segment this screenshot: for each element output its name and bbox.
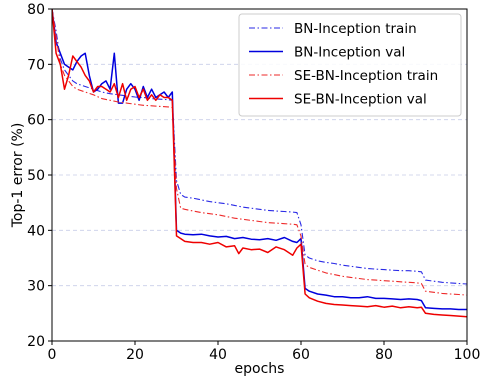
x-tick-label: 60 xyxy=(292,347,310,363)
x-tick-label: 80 xyxy=(375,347,393,363)
y-tick-label: 30 xyxy=(27,279,45,295)
x-tick-label: 40 xyxy=(209,347,227,363)
legend: BN-Inception train BN-Inception val SE-BN-… xyxy=(238,13,462,117)
y-tick-label: 60 xyxy=(27,113,45,129)
y-tick-label: 40 xyxy=(27,223,45,239)
x-axis-label: epochs xyxy=(235,361,285,377)
y-axis-label: Top-1 error (%) xyxy=(10,123,26,229)
x-tick-label: 20 xyxy=(126,347,144,363)
y-axis: 20 30 40 50 60 70 80 xyxy=(27,2,52,350)
legend-label: SE-BN-Inception train xyxy=(294,68,438,84)
series-lines xyxy=(52,9,467,318)
legend-box xyxy=(238,13,462,117)
y-tick-label: 70 xyxy=(27,57,45,73)
series-line-4 xyxy=(52,9,467,318)
series-line-1 xyxy=(52,9,467,285)
y-tick-label: 20 xyxy=(27,334,45,350)
x-tick-label: 0 xyxy=(48,347,57,363)
x-tick-label: 100 xyxy=(454,347,480,363)
y-tick-label: 80 xyxy=(27,2,45,18)
legend-label: BN-Inception val xyxy=(294,45,405,61)
legend-label: BN-Inception train xyxy=(294,21,417,37)
x-axis: 0 20 40 60 80 100 xyxy=(48,341,480,363)
y-tick-label: 50 xyxy=(27,168,45,184)
legend-label: SE-BN-Inception val xyxy=(294,92,427,108)
